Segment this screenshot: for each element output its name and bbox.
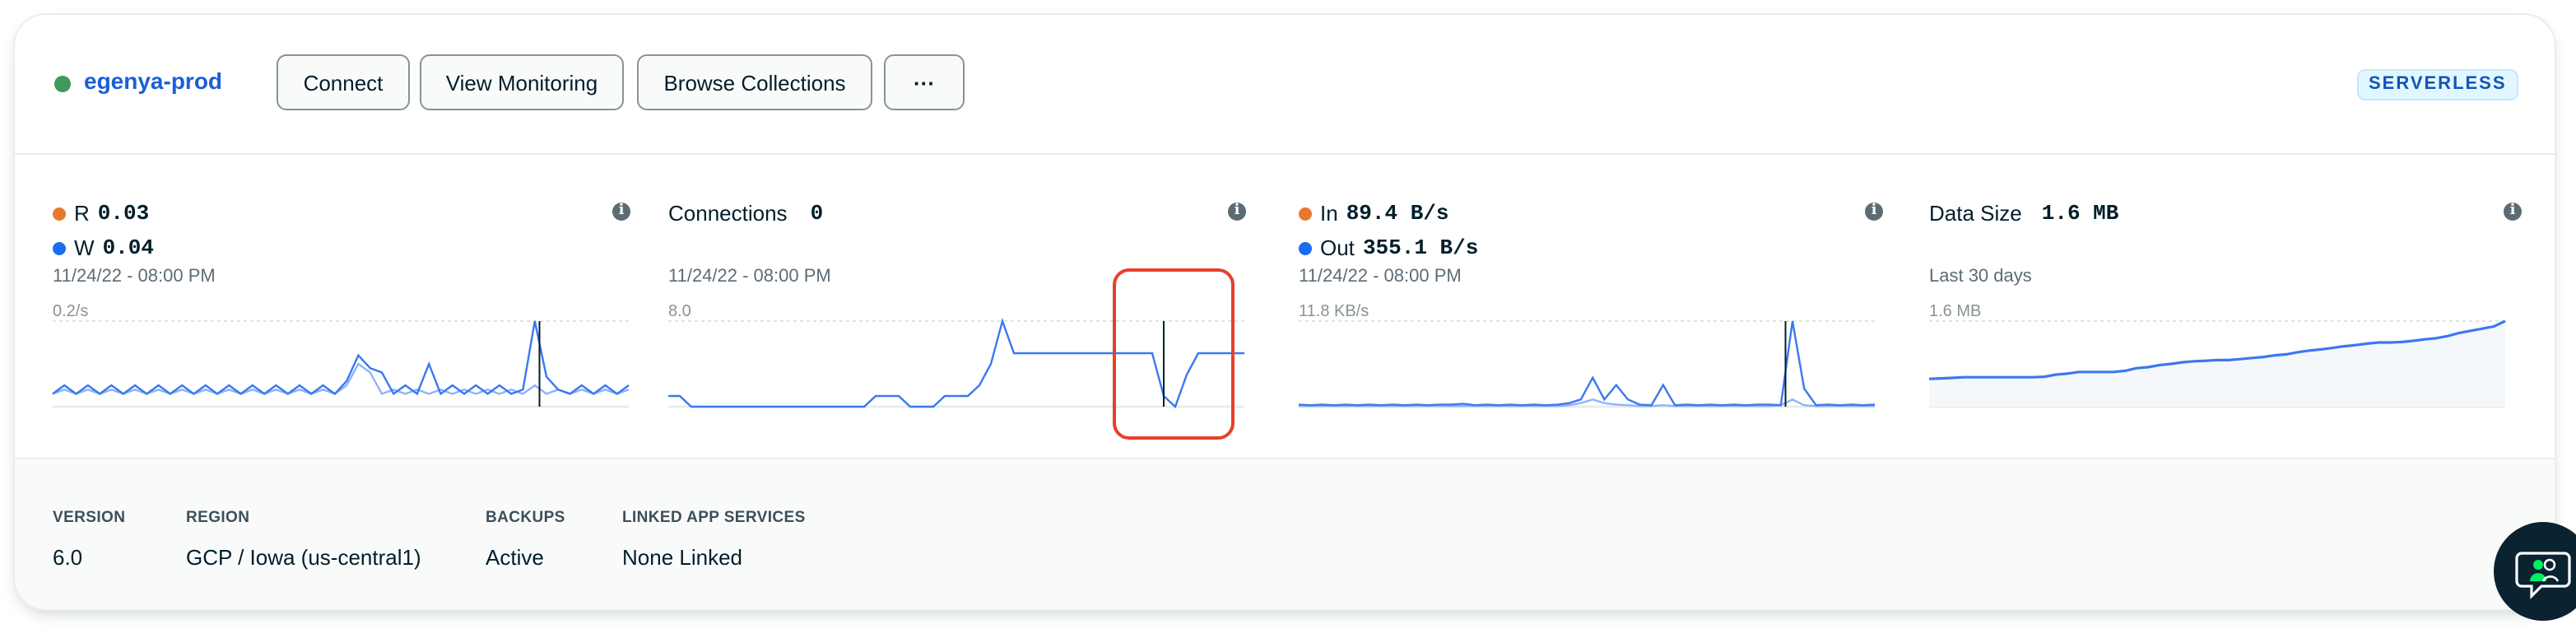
connections-legend: Connections 0 [668,201,823,226]
data-size-chart[interactable] [1928,319,2506,408]
serverless-badge: SERVERLESS [2357,69,2518,100]
region-label: REGION [186,509,250,527]
metric-data-size[interactable]: Data Size 1.6 MB Last 30 days 1.6 MB i [1928,15,2522,459]
view-monitoring-button[interactable]: View Monitoring [420,54,624,110]
connect-button[interactable]: Connect [277,54,410,110]
browse-collections-button[interactable]: Browse Collections [637,54,872,110]
cluster-name-link[interactable]: egenya-prod [84,68,223,94]
network-axis-max: 11.8 KB/s [1299,303,1369,321]
cluster-card: egenya-prod Connect View Monitoring Brow… [13,13,2556,611]
connections-axis-max: 8.0 [668,303,691,321]
write-legend: W 0.04 [53,235,154,260]
series-line-out [1298,320,1876,407]
version-label: VERSION [53,509,126,527]
in-dot-icon [1299,207,1312,220]
chat-support-icon [2515,552,2571,599]
ops-timestamp: 11/24/22 - 08:00 PM [53,267,216,287]
data-size-label: Data Size [1929,201,2022,226]
in-value: 89.4 B/s [1346,201,1449,226]
out-dot-icon [1299,241,1312,254]
series-line-w [52,320,630,396]
connections-label: Connections [668,201,788,226]
cluster-header: egenya-prod Connect View Monitoring Brow… [15,15,2555,155]
in-legend: In 89.4 B/s [1299,201,1449,226]
network-chart[interactable] [1298,320,1876,408]
metric-operations[interactable]: R 0.03 W 0.04 11/24/22 - 08:00 PM 0.2/s … [52,15,630,459]
metric-connections[interactable]: Connections 0 11/24/22 - 08:00 PM 8.0 i [668,15,1246,459]
region-value: GCP / Iowa (us-central1) [186,545,421,570]
read-value: 0.03 [97,201,150,226]
info-icon[interactable]: i [2504,203,2522,221]
read-legend: R 0.03 [53,201,149,226]
data-size-legend: Data Size 1.6 MB [1929,201,2118,226]
linked-app-services-value: None Linked [622,545,742,570]
more-options-button[interactable]: ··· [884,54,965,110]
out-legend: Out 355.1 B/s [1299,235,1478,260]
network-timestamp: 11/24/22 - 08:00 PM [1299,267,1462,287]
series-line-connections [668,317,1244,409]
write-value: 0.04 [102,235,154,260]
ops-axis-max: 0.2/s [53,303,89,321]
area-fill [1929,321,2505,407]
data-size-axis-max: 1.6 MB [1929,303,1982,321]
status-dot-icon [54,76,71,92]
ops-chart[interactable] [52,320,630,408]
read-label: R [74,201,90,226]
info-icon[interactable]: i [1228,203,1246,221]
in-label: In [1320,201,1338,226]
info-icon[interactable]: i [612,203,630,221]
data-size-period: Last 30 days [1929,267,2032,287]
series-line-data-size [1928,319,2506,380]
write-dot-icon [53,241,66,254]
info-icon[interactable]: i [1865,203,1883,221]
version-value: 6.0 [53,545,83,570]
connections-chart[interactable] [668,317,1244,409]
out-value: 355.1 B/s [1362,235,1479,260]
linked-app-services-label: LINKED APP SERVICES [622,509,806,527]
chat-support-button[interactable] [2494,522,2576,621]
annotation-highlight-box [1113,268,1235,440]
cluster-footer: VERSION 6.0 REGION GCP / Iowa (us-centra… [15,458,2555,609]
backups-value: Active [486,545,544,570]
connections-timestamp: 11/24/22 - 08:00 PM [668,267,831,287]
connections-value: 0 [810,201,824,226]
write-label: W [74,235,95,260]
metric-network[interactable]: In 89.4 B/s Out 355.1 B/s 11/24/22 - 08:… [1298,15,1883,459]
backups-label: BACKUPS [486,509,565,527]
out-label: Out [1320,235,1355,260]
data-size-value: 1.6 MB [2041,201,2119,226]
read-dot-icon [53,207,66,220]
